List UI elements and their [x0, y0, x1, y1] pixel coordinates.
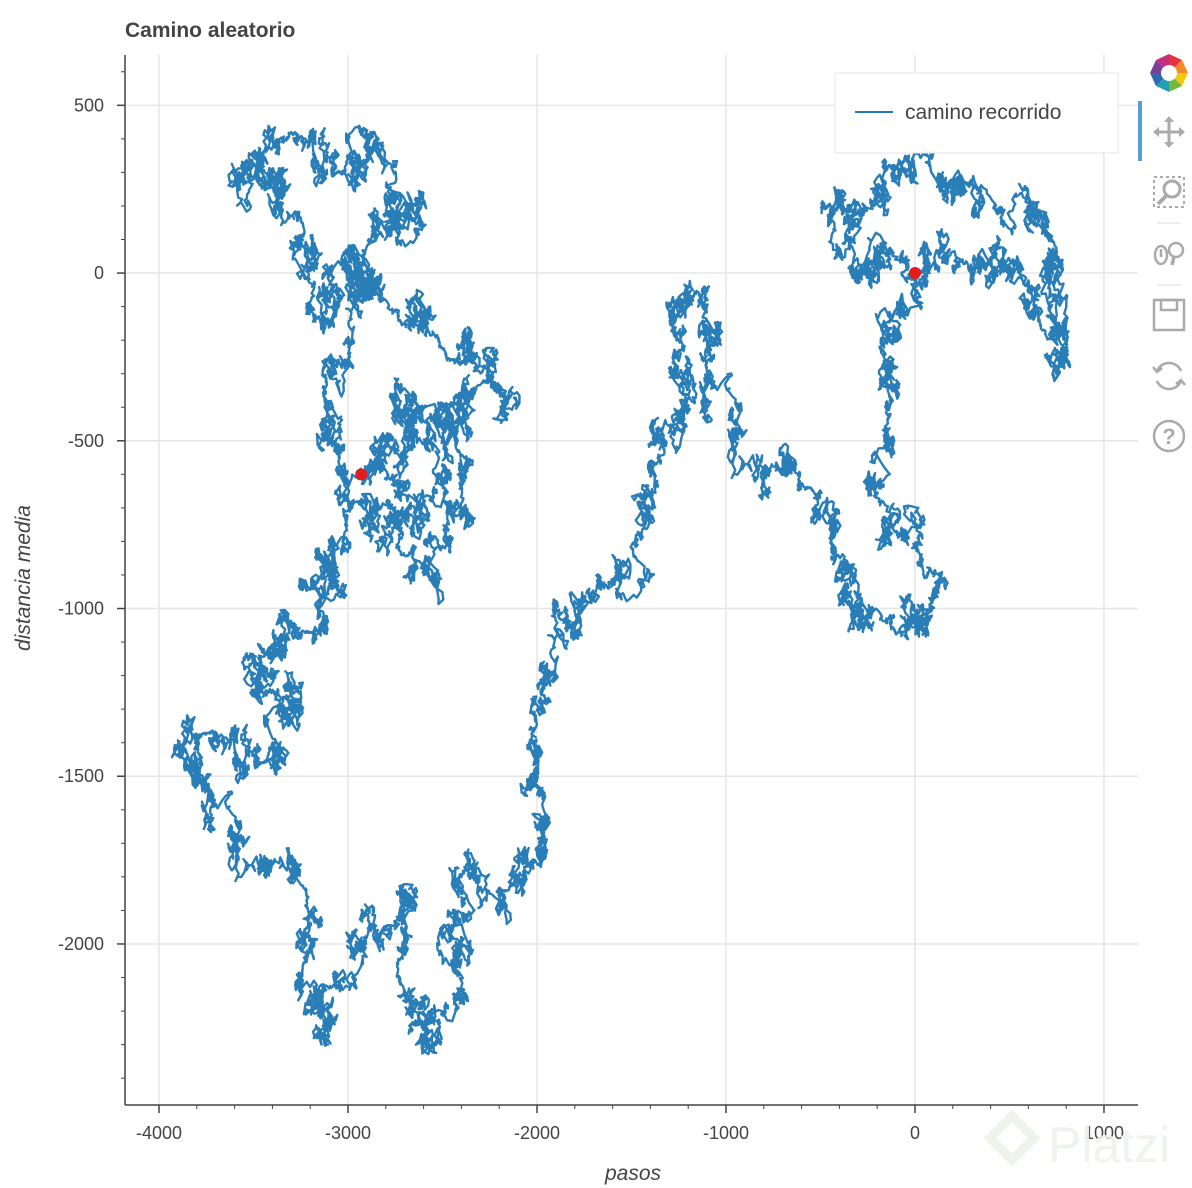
- marker-start: [908, 267, 921, 280]
- x-axis-label: pasos: [604, 1162, 662, 1185]
- platzi-watermark: Platzi: [983, 1109, 1170, 1173]
- plot-area[interactable]: [125, 55, 1138, 1105]
- active-tool-indicator: [1138, 101, 1142, 161]
- y-tick-label: -2000: [58, 934, 104, 954]
- svg-text:?: ?: [1162, 424, 1175, 449]
- x-tick-label: -1000: [703, 1123, 749, 1143]
- wheel-zoom-icon[interactable]: [1153, 241, 1185, 266]
- pan-icon[interactable]: [1153, 116, 1185, 148]
- y-tick-label: -1000: [58, 599, 104, 619]
- walk-series: [170, 124, 1072, 1056]
- legend-entry: camino recorrido: [905, 101, 1061, 124]
- y-tick-label: -500: [68, 431, 104, 451]
- markers: [355, 267, 921, 481]
- x-tick-label: 1000: [1084, 1123, 1124, 1143]
- x-tick-label: -3000: [325, 1123, 371, 1143]
- x-tick-label: 0: [910, 1123, 920, 1143]
- y-tick-label: -1500: [58, 766, 104, 786]
- help-icon[interactable]: ?: [1152, 419, 1186, 453]
- grid: [125, 55, 1138, 1105]
- ticks: -4000 -3000 -2000 -1000 0 1000 500 0 -500 -1000 -1…: [58, 71, 1124, 1143]
- x-tick-label: -2000: [514, 1123, 560, 1143]
- save-icon[interactable]: [1152, 298, 1186, 332]
- bokeh-logo-icon[interactable]: [1150, 54, 1188, 92]
- y-axis-label: distancia media: [12, 505, 35, 651]
- toolbar: ?: [1138, 54, 1188, 453]
- marker-end: [355, 468, 368, 481]
- y-tick-label: 0: [94, 263, 104, 283]
- box-zoom-icon[interactable]: [1153, 176, 1185, 208]
- reset-icon[interactable]: [1152, 361, 1186, 391]
- platzi-logo-icon: [983, 1109, 1041, 1167]
- legend: camino recorrido: [834, 72, 1119, 154]
- axes: [124, 55, 1138, 1106]
- y-tick-label: 500: [74, 95, 104, 115]
- series-line: [170, 124, 1072, 1056]
- chart-title: Camino aleatorio: [125, 19, 295, 42]
- platzi-text: Platzi: [1048, 1117, 1170, 1173]
- x-tick-label: -4000: [136, 1123, 182, 1143]
